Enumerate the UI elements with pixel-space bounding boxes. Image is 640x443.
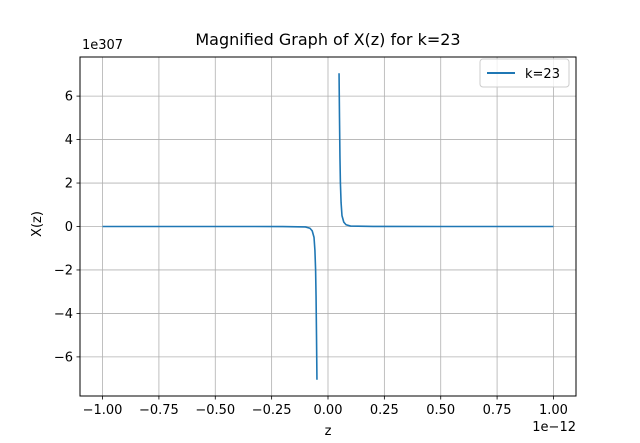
x-tick-label: 1.00 [539, 403, 568, 418]
x-tick-label: 0.00 [314, 403, 343, 418]
x-axis-offset-label: 1e−12 [532, 420, 576, 435]
chart-title: Magnified Graph of X(z) for k=23 [195, 30, 460, 49]
legend-label: k=23 [525, 67, 560, 82]
y-tick-label: −6 [54, 350, 73, 365]
legend: k=23 [479, 58, 570, 88]
y-axis-label: X(z) [30, 211, 45, 237]
x-tick-label: −0.50 [195, 403, 235, 418]
y-tick-label: 4 [65, 133, 73, 148]
y-tick-label: 0 [65, 220, 73, 235]
y-tick-label: −2 [54, 263, 73, 278]
series-line-0 [102, 73, 554, 380]
y-tick-label: 6 [65, 90, 73, 105]
x-axis-ticks: −1.00 −0.75 −0.50 −0.25 0.00 0.25 0.50 0.75 1.00 [83, 396, 568, 418]
y-axis-offset-label: 1e307 [82, 38, 123, 53]
x-axis-label: z [325, 424, 332, 439]
grid-lines [80, 57, 576, 396]
x-tick-label: −0.25 [252, 403, 292, 418]
y-axis-ticks: −6 −4 −2 0 2 4 6 [54, 90, 80, 365]
x-tick-label: 0.50 [426, 403, 455, 418]
x-tick-label: 0.25 [370, 403, 399, 418]
x-tick-label: 0.75 [483, 403, 512, 418]
x-tick-label: −0.75 [139, 403, 179, 418]
legend-box [479, 58, 570, 88]
x-tick-label: −1.00 [83, 403, 123, 418]
y-tick-label: 2 [65, 177, 73, 192]
series-layer [102, 73, 554, 380]
y-tick-label: −4 [54, 307, 73, 322]
